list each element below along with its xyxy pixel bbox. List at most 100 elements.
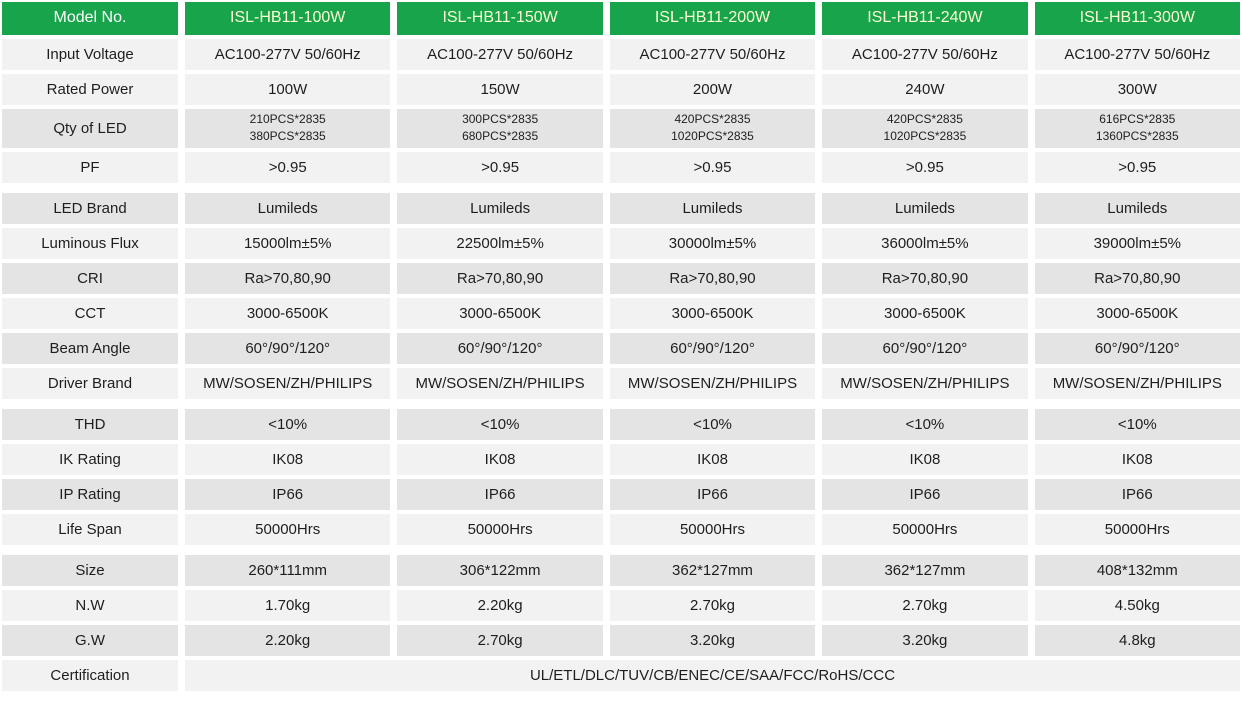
value-cell: 50000Hrs (1034, 513, 1240, 545)
value-cell: AC100-277V 50/60Hz (397, 39, 603, 70)
value-cell: 4.8kg (1034, 624, 1240, 656)
value-cell: 306*122mm (397, 554, 603, 586)
value-cell: Lumileds (397, 192, 603, 224)
value-cell: IK08 (822, 443, 1028, 475)
value-cell: Ra>70,80,90 (822, 262, 1028, 294)
value-cell: Ra>70,80,90 (397, 262, 603, 294)
value-cell: IK08 (397, 443, 603, 475)
value-cell: 4.50kg (1034, 589, 1240, 621)
certification-value-cell: UL/ETL/DLC/TUV/CB/ENEC/CE/SAA/FCC/RoHS/C… (185, 659, 1240, 691)
value-cell: 420PCS*2835 1020PCS*2835 (822, 109, 1028, 148)
value-cell: 60°/90°/120° (397, 332, 603, 364)
value-cell: Lumileds (185, 192, 391, 224)
value-cell: 3.20kg (822, 624, 1028, 656)
value-cell: 210PCS*2835 380PCS*2835 (185, 109, 391, 148)
header-model-cell-isl-hb11-200w: ISL-HB11-200W (609, 2, 816, 35)
value-cell: AC100-277V 50/60Hz (185, 39, 391, 70)
header-model-no-cell: Model No. (2, 2, 178, 35)
spec-row-rated-power: Rated Power 100W 150W 200W 240W 300W (2, 74, 1240, 105)
value-cell: 60°/90°/120° (609, 332, 816, 364)
value-cell: 3000-6500K (397, 297, 603, 329)
spec-row-ip-rating: IP Rating IP66 IP66 IP66 IP66 IP66 (2, 478, 1240, 510)
spec-row-certification: Certification UL/ETL/DLC/TUV/CB/ENEC/CE/S… (2, 659, 1240, 691)
value-cell: 3000-6500K (1034, 297, 1240, 329)
value-cell: 3000-6500K (185, 297, 391, 329)
value-cell: 3.20kg (609, 624, 816, 656)
value-cell: 36000lm±5% (822, 227, 1028, 259)
header-model-cell-isl-hb11-100w: ISL-HB11-100W (185, 2, 391, 35)
value-cell: IK08 (609, 443, 816, 475)
value-cell: IK08 (1034, 443, 1240, 475)
value-cell: AC100-277V 50/60Hz (822, 39, 1028, 70)
value-cell: Ra>70,80,90 (609, 262, 816, 294)
value-cell: Lumileds (609, 192, 816, 224)
row-label-cell: LED Brand (2, 192, 178, 224)
value-cell: 50000Hrs (609, 513, 816, 545)
value-cell: 22500lm±5% (397, 227, 603, 259)
value-cell: 39000lm±5% (1034, 227, 1240, 259)
value-cell: IP66 (397, 478, 603, 510)
row-label-cell: Driver Brand (2, 367, 178, 399)
value-cell: MW/SOSEN/ZH/PHILIPS (609, 367, 816, 399)
value-cell: 616PCS*2835 1360PCS*2835 (1034, 109, 1240, 148)
spec-row-cri: CRI Ra>70,80,90 Ra>70,80,90 Ra>70,80,90 Ra>7… (2, 262, 1240, 294)
row-label-cell: Beam Angle (2, 332, 178, 364)
spec-row-beam-angle: Beam Angle 60°/90°/120° 60°/90°/120° 60°/90… (2, 332, 1240, 364)
value-cell: 2.70kg (609, 589, 816, 621)
value-cell: 2.20kg (185, 624, 391, 656)
value-cell: >0.95 (822, 151, 1028, 183)
value-cell: Lumileds (822, 192, 1028, 224)
value-cell: 2.20kg (397, 589, 603, 621)
row-label-cell: Input Voltage (2, 39, 178, 70)
value-cell: >0.95 (397, 151, 603, 183)
row-label-cell: CCT (2, 297, 178, 329)
value-cell: 362*127mm (609, 554, 816, 586)
header-model-cell-isl-hb11-240w: ISL-HB11-240W (822, 2, 1028, 35)
value-cell: 3000-6500K (609, 297, 816, 329)
value-cell: 420PCS*2835 1020PCS*2835 (609, 109, 816, 148)
value-cell: Lumileds (1034, 192, 1240, 224)
value-cell: MW/SOSEN/ZH/PHILIPS (822, 367, 1028, 399)
value-cell: IK08 (185, 443, 391, 475)
value-cell: 3000-6500K (822, 297, 1028, 329)
row-label-cell: Life Span (2, 513, 178, 545)
row-label-cell: Size (2, 554, 178, 586)
value-cell: <10% (609, 408, 816, 440)
value-cell: >0.95 (1034, 151, 1240, 183)
spec-row-pf: PF >0.95 >0.95 >0.95 >0.95 >0.95 (2, 151, 1240, 183)
spec-row-qty-of-led: Qty of LED 210PCS*2835 380PCS*2835 300PCS*… (2, 109, 1240, 148)
row-label-cell: N.W (2, 589, 178, 621)
spec-row-cct: CCT 3000-6500K 3000-6500K 3000-6500K 3000-65… (2, 297, 1240, 329)
table-body: Input Voltage AC100-277V 50/60Hz AC100-277… (2, 39, 1240, 691)
value-cell: AC100-277V 50/60Hz (609, 39, 816, 70)
value-cell: <10% (185, 408, 391, 440)
value-cell: 2.70kg (397, 624, 603, 656)
row-label-cell: IP Rating (2, 478, 178, 510)
row-label-cell: G.W (2, 624, 178, 656)
row-label-cell: Qty of LED (2, 109, 178, 148)
value-cell: 50000Hrs (822, 513, 1028, 545)
value-cell: MW/SOSEN/ZH/PHILIPS (185, 367, 391, 399)
spec-row-life-span: Life Span 50000Hrs 50000Hrs 50000Hrs 50000Hr… (2, 513, 1240, 545)
spec-row-g-w: G.W 2.20kg 2.70kg 3.20kg 3.20kg 4.8kg (2, 624, 1240, 656)
value-cell: 50000Hrs (185, 513, 391, 545)
value-cell: 200W (609, 74, 816, 105)
row-label-cell: Luminous Flux (2, 227, 178, 259)
value-cell: 300PCS*2835 680PCS*2835 (397, 109, 603, 148)
value-cell: MW/SOSEN/ZH/PHILIPS (397, 367, 603, 399)
value-cell: AC100-277V 50/60Hz (1034, 39, 1240, 70)
value-cell: 150W (397, 74, 603, 105)
spec-row-driver-brand: Driver Brand MW/SOSEN/ZH/PHILIPS MW/SOSEN/… (2, 367, 1240, 399)
value-cell: 50000Hrs (397, 513, 603, 545)
value-cell: >0.95 (609, 151, 816, 183)
value-cell: 408*132mm (1034, 554, 1240, 586)
spec-row-luminous-flux: Luminous Flux 15000lm±5% 22500lm±5% 30000lm… (2, 227, 1240, 259)
value-cell: 60°/90°/120° (822, 332, 1028, 364)
value-cell: <10% (397, 408, 603, 440)
value-cell: 30000lm±5% (609, 227, 816, 259)
value-cell: <10% (1034, 408, 1240, 440)
value-cell: >0.95 (185, 151, 391, 183)
value-cell: 15000lm±5% (185, 227, 391, 259)
value-cell: MW/SOSEN/ZH/PHILIPS (1034, 367, 1240, 399)
